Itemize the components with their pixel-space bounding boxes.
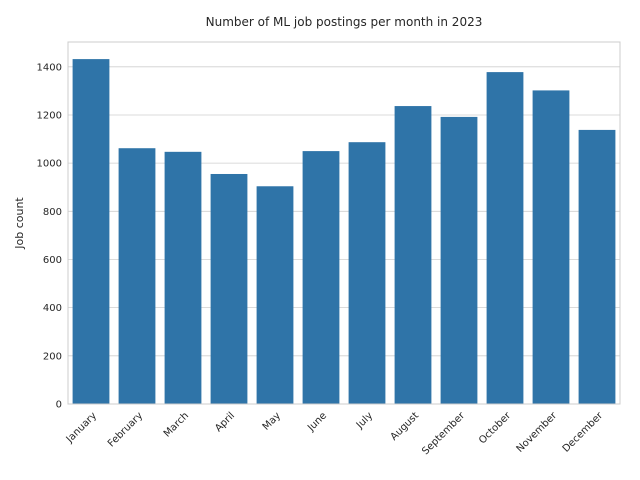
bar-may (256, 186, 294, 404)
bar-december (578, 129, 616, 405)
y-tick-label: 800 (43, 207, 62, 218)
y-tick-label: 1400 (37, 62, 62, 73)
y-tick-label: 0 (56, 400, 62, 411)
y-tick-label: 200 (43, 351, 62, 362)
bar-january (72, 59, 110, 404)
bar-august (394, 106, 432, 405)
y-tick-labels: 0 200 400 600 800 1000 1200 1400 (37, 62, 62, 410)
y-tick-label: 1200 (37, 110, 62, 121)
bar-june (302, 151, 340, 404)
plot-frame (67, 41, 621, 405)
bar-march (164, 151, 202, 404)
bar-september (440, 116, 478, 405)
y-tick-label: 400 (43, 303, 62, 314)
y-axis-title: Job count (13, 197, 26, 250)
bar-july (348, 142, 386, 404)
bar-november (532, 90, 570, 404)
bar-october (486, 72, 524, 405)
y-tick-label: 600 (43, 255, 62, 266)
bar-april (210, 173, 248, 404)
y-tick-label: 1000 (37, 159, 62, 170)
chart-title: Number of ML job postings per month in 2… (206, 15, 483, 29)
bar-february (118, 148, 156, 404)
bars (72, 59, 616, 405)
